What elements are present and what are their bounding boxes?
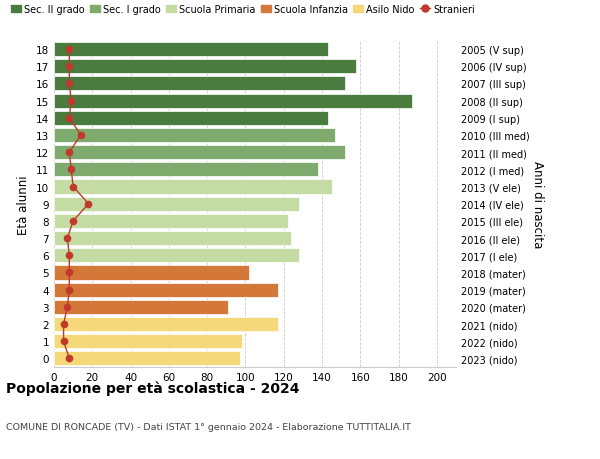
- Bar: [54, 283, 278, 297]
- Bar: [54, 146, 345, 160]
- Bar: [54, 317, 278, 331]
- Text: Popolazione per età scolastica - 2024: Popolazione per età scolastica - 2024: [6, 381, 299, 396]
- Bar: [54, 94, 412, 108]
- Bar: [54, 112, 328, 125]
- Bar: [54, 43, 328, 57]
- Legend: Sec. II grado, Sec. I grado, Scuola Primaria, Scuola Infanzia, Asilo Nido, Stran: Sec. II grado, Sec. I grado, Scuola Prim…: [11, 5, 475, 15]
- Y-axis label: Età alunni: Età alunni: [17, 174, 31, 234]
- Bar: [54, 180, 332, 194]
- Bar: [54, 335, 242, 348]
- Bar: [54, 352, 239, 366]
- Text: COMUNE DI RONCADE (TV) - Dati ISTAT 1° gennaio 2024 - Elaborazione TUTTITALIA.IT: COMUNE DI RONCADE (TV) - Dati ISTAT 1° g…: [6, 422, 411, 431]
- Bar: [54, 77, 345, 91]
- Y-axis label: Anni di nascita: Anni di nascita: [530, 161, 544, 248]
- Bar: [54, 231, 292, 246]
- Bar: [54, 266, 249, 280]
- Bar: [54, 197, 299, 211]
- Bar: [54, 163, 318, 177]
- Bar: [54, 214, 287, 229]
- Bar: [54, 60, 356, 74]
- Bar: [54, 249, 299, 263]
- Bar: [54, 300, 228, 314]
- Bar: [54, 129, 335, 143]
